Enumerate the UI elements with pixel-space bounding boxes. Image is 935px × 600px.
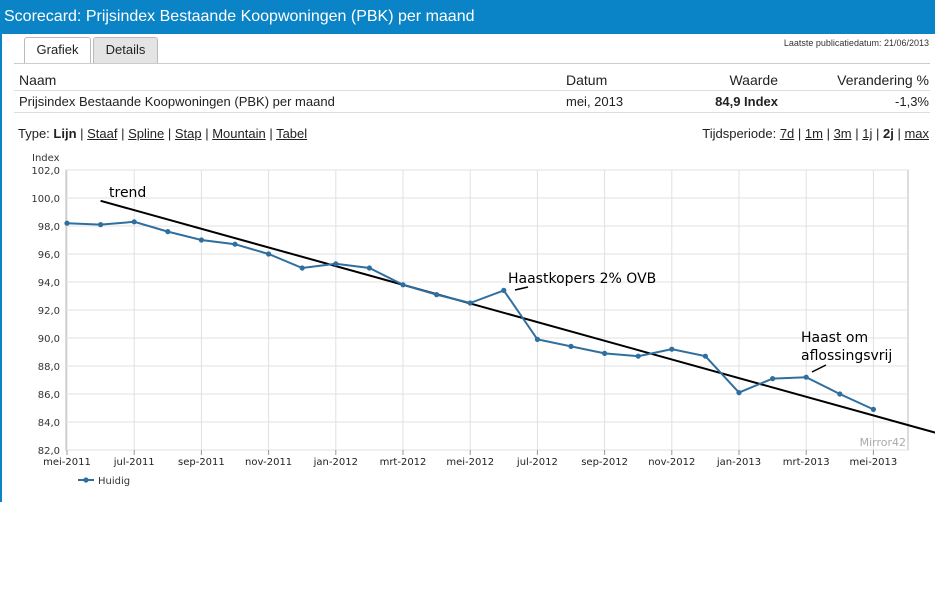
header-datum: Datum (566, 72, 608, 88)
trend-line (100, 199, 935, 434)
period-option-3m[interactable]: 3m (833, 126, 852, 141)
type-option-staaf[interactable]: Staaf (87, 126, 118, 141)
annotation-arrow (514, 286, 529, 291)
data-point (870, 406, 877, 412)
window-title: Scorecard: Prijsindex Bestaande Koopwoni… (4, 8, 475, 25)
data-point (770, 376, 776, 382)
y-tick-label: 86,0 (38, 390, 60, 401)
y-tick-label: 88,0 (38, 362, 60, 373)
y-tick-label: 102,0 (31, 166, 60, 177)
type-option-stap[interactable]: Stap (174, 126, 202, 141)
x-tick-label: jan-2012 (313, 457, 358, 468)
x-tick-label: mei-2013 (850, 457, 898, 468)
data-point (98, 222, 104, 228)
plot-area (65, 169, 909, 451)
data-point (837, 391, 843, 397)
data-point (232, 241, 238, 247)
row-naam: Prijsindex Bestaande Koopwoningen (PBK) … (19, 94, 335, 109)
data-point (736, 390, 742, 396)
header-waarde: Waarde (729, 72, 778, 88)
y-tick-label: 82,0 (38, 446, 60, 457)
x-tick-label: jan-2013 (716, 457, 761, 468)
x-tick-label: sep-2011 (178, 457, 225, 468)
type-option-mountain[interactable]: Mountain (212, 126, 266, 141)
period-option-1j[interactable]: 1j (862, 126, 873, 141)
series-line (66, 220, 874, 411)
data-point (299, 265, 305, 271)
data-point (803, 374, 809, 380)
data-point (568, 343, 574, 349)
table-divider (14, 90, 930, 91)
legend-swatch-dot (83, 477, 89, 483)
annotation-haast-om: Haast om (801, 330, 868, 346)
type-option-lijn[interactable]: Lijn (53, 126, 77, 141)
data-point (266, 251, 272, 257)
data-point (467, 300, 473, 306)
data-point (434, 292, 440, 298)
header-verandering: Verandering % (837, 72, 929, 88)
y-tick-label: 92,0 (38, 306, 60, 317)
data-point (64, 220, 70, 226)
data-point (333, 261, 339, 267)
data-point (165, 229, 171, 235)
type-label: Type: (18, 126, 50, 141)
row-datum: mei, 2013 (566, 94, 624, 109)
period-option-max[interactable]: max (904, 126, 929, 141)
x-tick-label: mei-2011 (43, 457, 91, 468)
annotation-haastkopers: Haastkopers 2% OVB (508, 271, 656, 287)
x-tick-label: nov-2011 (245, 457, 292, 468)
x-tick-label: mrt-2012 (380, 457, 427, 468)
period-label: Tijdsperiode: (702, 126, 777, 141)
x-tick-label: jul-2011 (113, 457, 155, 468)
table-bottom-divider (14, 112, 930, 113)
annotation-arrow (811, 364, 827, 373)
x-tick-label: mrt-2013 (783, 457, 830, 468)
y-tick-label: 96,0 (38, 250, 60, 261)
period-option-1m[interactable]: 1m (804, 126, 823, 141)
header-naam: Naam (19, 72, 57, 88)
data-point (131, 219, 137, 225)
row-waarde: 84,9 Index (715, 94, 778, 109)
type-option-tabel[interactable]: Tabel (276, 126, 308, 141)
period-selector: Tijdsperiode: 7d | 1m | 3m | 1j | 2j | m… (702, 126, 929, 141)
y-tick-label: 100,0 (31, 194, 60, 205)
row-verandering: -1,3% (895, 94, 929, 109)
tab-grafiek[interactable]: Grafiek (24, 37, 91, 64)
period-option-7d[interactable]: 7d (779, 126, 795, 141)
tab-details[interactable]: Details (93, 37, 158, 63)
window-border (0, 34, 2, 502)
y-tick-label: 84,0 (38, 418, 60, 429)
x-tick-label: mei-2012 (446, 457, 494, 468)
x-tick-label: nov-2012 (648, 457, 695, 468)
y-tick-label: 90,0 (38, 334, 60, 345)
data-point (366, 265, 372, 271)
watermark: Mirror42 (860, 436, 906, 449)
type-selector: Type: Lijn | Staaf | Spline | Stap | Mou… (18, 126, 308, 141)
tab-divider (14, 63, 930, 64)
title-bar: Scorecard: Prijsindex Bestaande Koopwoni… (0, 0, 935, 34)
data-point (602, 350, 608, 356)
annotation-aflossingsvrij: aflossingsvrij (801, 348, 892, 364)
type-option-spline[interactable]: Spline (128, 126, 165, 141)
y-axis-title: Index (32, 153, 60, 164)
legend-label: Huidig (98, 476, 130, 487)
annotation-trend: trend (109, 185, 146, 201)
data-point (501, 287, 507, 293)
period-option-2j[interactable]: 2j (882, 126, 894, 141)
x-tick-label: sep-2012 (581, 457, 628, 468)
data-point (400, 282, 406, 288)
publication-date: Laatste publicatiedatum: 21/06/2013 (783, 38, 929, 48)
data-point (702, 353, 709, 359)
data-point (635, 353, 641, 359)
data-point (669, 346, 675, 352)
y-tick-label: 98,0 (38, 222, 60, 233)
data-point (198, 237, 204, 243)
y-tick-label: 94,0 (38, 278, 60, 289)
x-tick-label: jul-2012 (516, 457, 558, 468)
data-point (534, 336, 541, 342)
